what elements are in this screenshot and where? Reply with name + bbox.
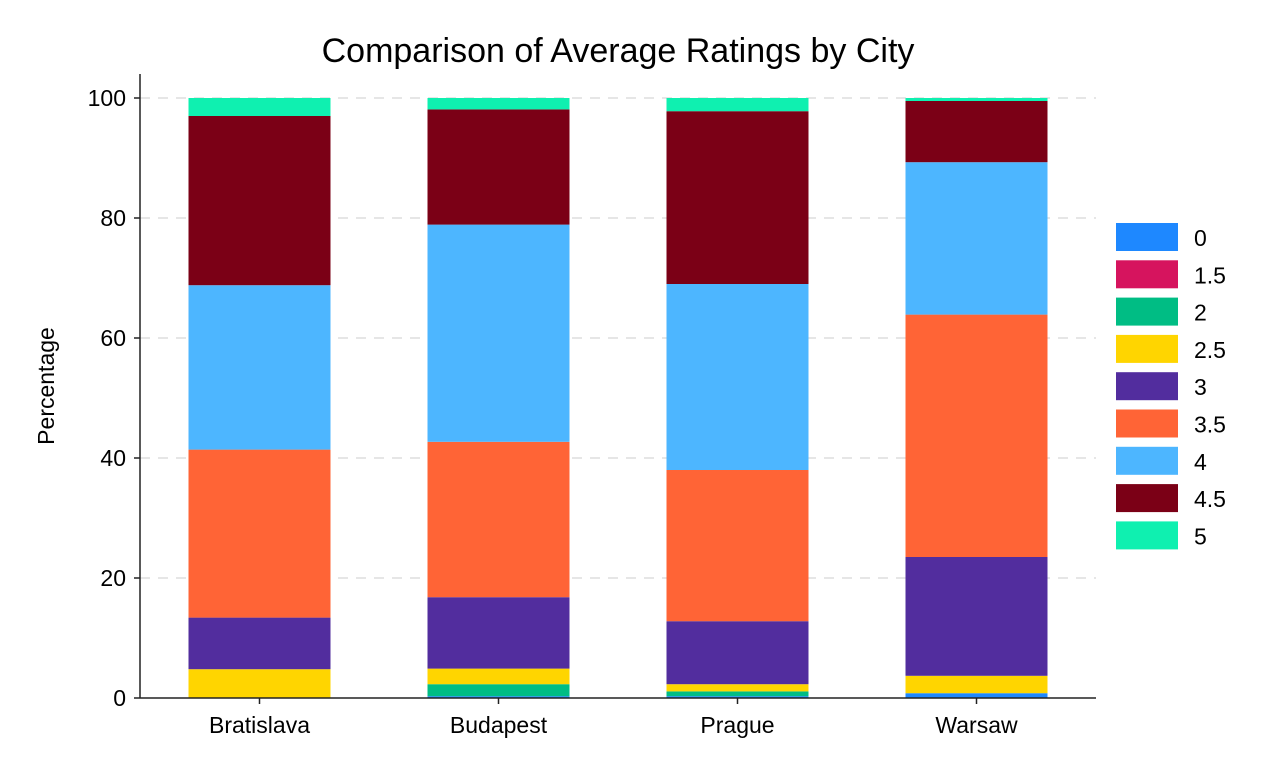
y-tick-label: 60 bbox=[100, 325, 126, 351]
legend-item-5: 5 bbox=[1116, 521, 1207, 550]
bar-segment-budapest-4 bbox=[427, 224, 570, 442]
bar-segment-bratislava-4 bbox=[188, 285, 331, 450]
bar-stack-budapest bbox=[427, 98, 570, 698]
bar-stack-warsaw bbox=[905, 98, 1048, 698]
chart-title: Comparison of Average Ratings by City bbox=[322, 32, 915, 70]
tick-labels: 0 20 40 60 80 100 Bratislava Budapest Prague Wars… bbox=[88, 85, 1018, 738]
bar-segment-warsaw-2_5 bbox=[905, 675, 1048, 694]
bar-segment-warsaw-4 bbox=[905, 162, 1048, 315]
y-tick-label: 20 bbox=[100, 565, 126, 591]
bar-segment-bratislava-3 bbox=[188, 617, 331, 670]
bar-segment-budapest-3_5 bbox=[427, 441, 570, 598]
legend-label: 1.5 bbox=[1194, 262, 1226, 288]
legend-item-2: 2 bbox=[1116, 297, 1207, 326]
bar-stack-prague bbox=[666, 98, 809, 698]
legend-item-1_5: 1.5 bbox=[1116, 260, 1226, 289]
legend-label: 2.5 bbox=[1194, 337, 1226, 363]
bars bbox=[188, 98, 1048, 698]
legend: 0 1.5 2 2.5 3 3.5 4 4.5 5 bbox=[1116, 223, 1226, 550]
legend-item-3_5: 3.5 bbox=[1116, 409, 1226, 438]
bar-segment-budapest-5 bbox=[427, 98, 570, 110]
x-tick-label-warsaw: Warsaw bbox=[935, 712, 1018, 738]
legend-swatch bbox=[1116, 446, 1178, 475]
y-tick-label: 100 bbox=[88, 85, 126, 111]
legend-swatch bbox=[1116, 297, 1178, 326]
bar-segment-prague-4 bbox=[666, 284, 809, 470]
legend-label: 0 bbox=[1194, 225, 1207, 251]
bar-segment-budapest-4_5 bbox=[427, 109, 570, 225]
legend-label: 2 bbox=[1194, 300, 1207, 326]
bar-segment-warsaw-0 bbox=[905, 693, 1048, 698]
legend-swatch bbox=[1116, 372, 1178, 401]
x-tick-label-bratislava: Bratislava bbox=[209, 712, 310, 738]
legend-swatch bbox=[1116, 484, 1178, 513]
bar-segment-bratislava-3_5 bbox=[188, 449, 331, 618]
bar-segment-prague-4_5 bbox=[666, 111, 809, 284]
bar-segment-warsaw-4_5 bbox=[905, 101, 1048, 163]
bar-segment-budapest-2 bbox=[427, 684, 570, 697]
legend-label: 3.5 bbox=[1194, 412, 1226, 438]
legend-label: 3 bbox=[1194, 374, 1207, 400]
bar-segment-prague-2_5 bbox=[666, 684, 809, 692]
x-tick-label-budapest: Budapest bbox=[450, 712, 548, 738]
legend-label: 4.5 bbox=[1194, 486, 1226, 512]
bar-segment-budapest-0 bbox=[427, 696, 570, 698]
legend-swatch bbox=[1116, 521, 1178, 550]
legend-label: 4 bbox=[1194, 449, 1207, 475]
y-tick-label: 0 bbox=[113, 685, 126, 711]
legend-item-3: 3 bbox=[1116, 372, 1207, 401]
legend-swatch bbox=[1116, 334, 1178, 363]
bar-segment-warsaw-3 bbox=[905, 557, 1048, 676]
axes bbox=[139, 74, 1096, 699]
bar-segment-bratislava-2_5 bbox=[188, 669, 331, 698]
legend-swatch bbox=[1116, 260, 1178, 289]
legend-swatch bbox=[1116, 409, 1178, 438]
legend-item-2_5: 2.5 bbox=[1116, 334, 1226, 363]
bar-segment-prague-5 bbox=[666, 98, 809, 112]
legend-swatch bbox=[1116, 223, 1178, 251]
bar-segment-warsaw-5 bbox=[905, 98, 1048, 101]
y-tick-label: 40 bbox=[100, 445, 126, 471]
legend-item-4_5: 4.5 bbox=[1116, 484, 1226, 513]
bar-segment-budapest-3 bbox=[427, 597, 570, 669]
legend-item-0: 0 bbox=[1116, 223, 1207, 251]
bar-segment-prague-0 bbox=[666, 696, 809, 698]
bar-segment-budapest-2_5 bbox=[427, 668, 570, 685]
legend-label: 5 bbox=[1194, 523, 1207, 549]
y-tick-label: 80 bbox=[100, 205, 126, 231]
y-axis-label: Percentage bbox=[33, 327, 59, 445]
legend-item-4: 4 bbox=[1116, 446, 1207, 475]
bar-segment-bratislava-4_5 bbox=[188, 116, 331, 286]
bar-stack-bratislava bbox=[188, 98, 331, 698]
bar-segment-prague-2 bbox=[666, 691, 809, 697]
bar-segment-prague-3 bbox=[666, 621, 809, 685]
bar-segment-warsaw-3_5 bbox=[905, 314, 1048, 557]
x-tick-label-prague: Prague bbox=[700, 712, 774, 738]
bar-segment-bratislava-5 bbox=[188, 98, 331, 116]
bar-segment-prague-3_5 bbox=[666, 470, 809, 622]
